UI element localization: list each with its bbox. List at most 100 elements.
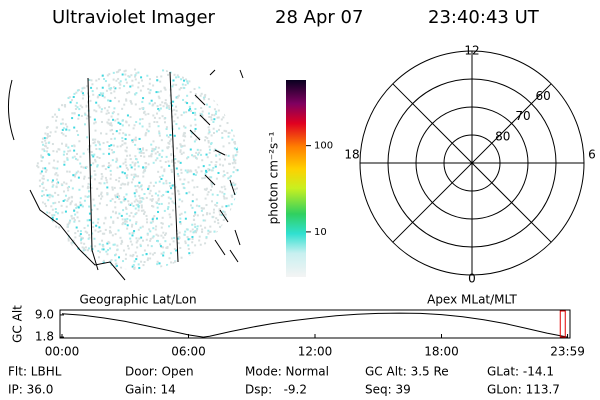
speckle [84, 230, 87, 233]
speckle [114, 259, 117, 262]
speckle [131, 223, 134, 226]
speckle [157, 146, 160, 149]
speckle [129, 219, 132, 222]
speckle [172, 79, 175, 82]
speckle [166, 146, 169, 149]
speckle [112, 221, 115, 224]
speckle [75, 101, 78, 104]
speckle [211, 113, 214, 116]
speckle [100, 177, 103, 180]
speckle [150, 221, 153, 224]
info-field: IP: 36.0 [8, 383, 53, 397]
speckle [62, 199, 65, 202]
speckle [100, 193, 103, 196]
speckle [158, 153, 161, 156]
speckle [68, 170, 71, 173]
speckle [233, 134, 236, 137]
speckle [195, 171, 198, 174]
speckle [106, 186, 109, 189]
speckle [164, 160, 167, 163]
speckle [154, 152, 157, 155]
speckle [101, 165, 104, 168]
speckle [210, 200, 213, 203]
speckle [151, 220, 154, 223]
speckle [98, 182, 101, 185]
speckle [98, 157, 101, 160]
speckle [105, 250, 108, 253]
speckle [192, 155, 195, 158]
speckle [41, 194, 44, 197]
speckle [202, 214, 205, 217]
speckle [208, 231, 211, 234]
speckle [146, 259, 149, 262]
speckle [117, 121, 120, 124]
speckle [45, 145, 48, 148]
speckle [121, 223, 124, 226]
speckle [61, 128, 64, 131]
speckle [169, 243, 172, 246]
speckle [179, 143, 182, 146]
speckle [66, 156, 69, 159]
speckle [234, 142, 237, 145]
speckle [107, 249, 110, 252]
speckle [92, 226, 95, 229]
speckle [158, 97, 161, 100]
speckle [109, 173, 112, 176]
speckle [109, 123, 112, 126]
speckle [205, 153, 208, 156]
speckle [79, 204, 82, 207]
speckle [103, 232, 106, 235]
speckle [208, 151, 211, 154]
speckle [180, 168, 183, 171]
speckle [92, 142, 95, 145]
speckle [132, 253, 135, 256]
speckle [125, 207, 128, 210]
speckle [161, 222, 164, 225]
speckle [93, 109, 96, 112]
speckle [124, 78, 127, 81]
speckle [187, 247, 190, 250]
speckle [173, 183, 176, 186]
speckle [125, 167, 128, 170]
speckle [147, 163, 150, 166]
speckle [134, 251, 137, 254]
speckle [224, 154, 227, 157]
speckle [52, 184, 55, 187]
speckle [137, 209, 140, 212]
speckle [108, 106, 111, 109]
speckle [207, 132, 210, 135]
speckle [111, 151, 114, 154]
speckle [189, 204, 192, 207]
speckle [156, 240, 159, 243]
speckle [120, 239, 123, 242]
speckle [63, 163, 66, 166]
speckle [152, 148, 155, 151]
speckle [91, 232, 94, 235]
speckle [111, 128, 114, 131]
speckle [81, 97, 84, 100]
colorbar-tick-label: 100 [314, 141, 333, 152]
speckle [205, 237, 208, 240]
speckle [71, 187, 74, 190]
speckle [69, 149, 72, 152]
speckle [110, 87, 113, 90]
speckle [140, 150, 143, 153]
speckle [180, 144, 183, 147]
speckle [201, 228, 204, 231]
speckle [213, 118, 216, 121]
speckle [132, 215, 135, 218]
speckle [225, 130, 228, 133]
speckle [74, 175, 77, 178]
speckle [133, 260, 136, 263]
speckle [110, 144, 113, 147]
speckle [51, 143, 54, 146]
speckle [194, 226, 197, 229]
speckle [88, 205, 91, 208]
speckle [221, 224, 224, 227]
speckle [223, 192, 226, 195]
speckle [232, 156, 235, 159]
speckle [184, 83, 187, 86]
speckle [70, 241, 73, 244]
speckle [167, 160, 170, 163]
speckle [116, 196, 119, 199]
